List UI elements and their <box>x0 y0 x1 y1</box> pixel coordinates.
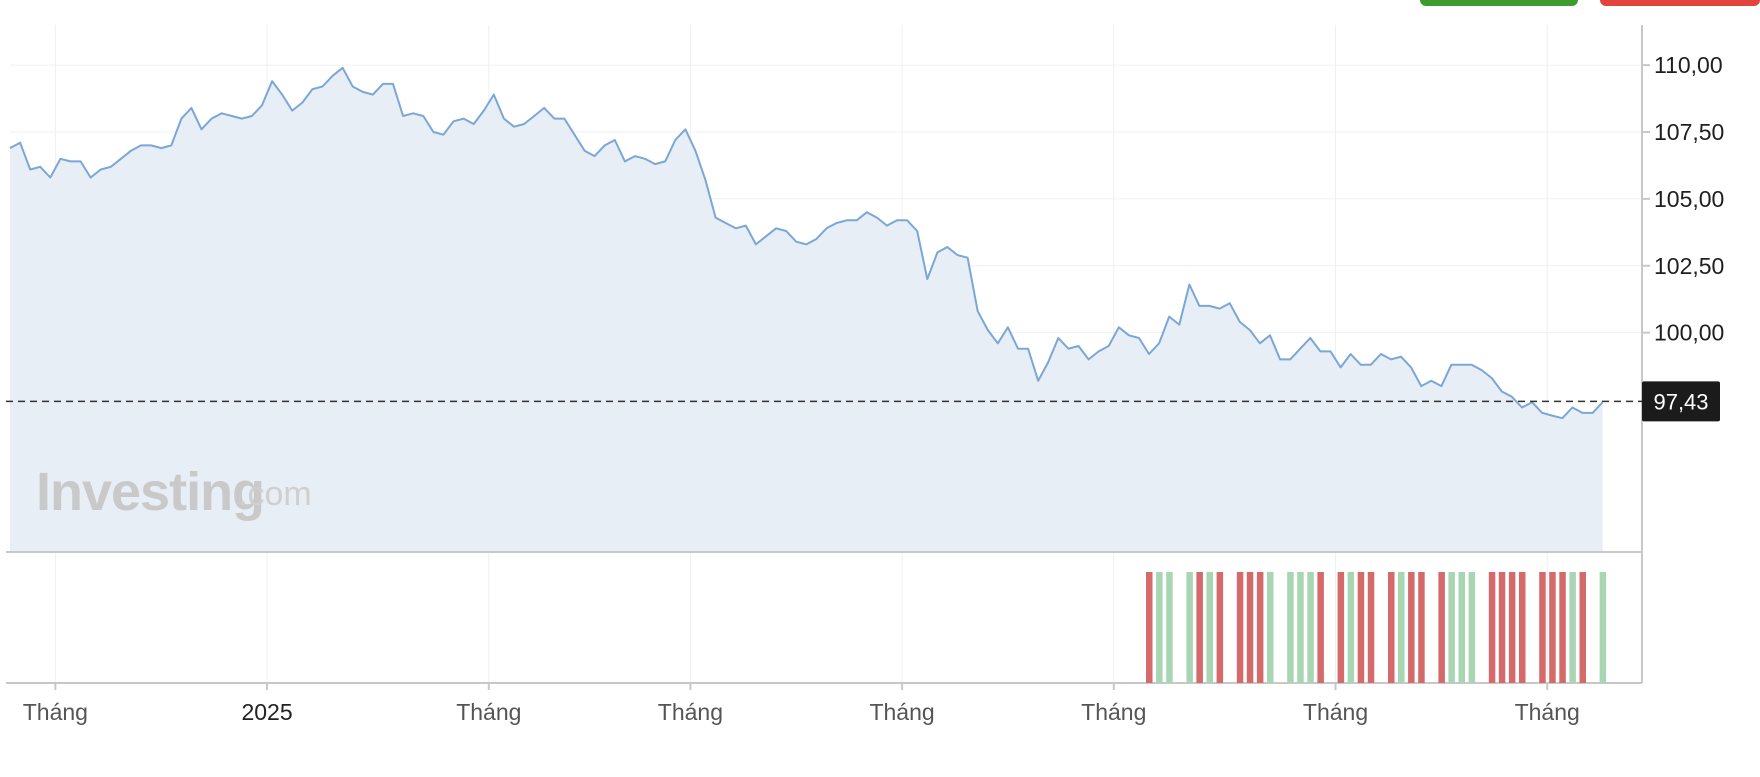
volume-bar-up <box>1468 572 1476 683</box>
price-area-layer <box>9 66 1604 553</box>
y-tick-label: 102,50 <box>1654 253 1724 279</box>
x-tick-label: Tháng <box>1515 699 1580 725</box>
investing-watermark: Investing .com <box>36 462 312 522</box>
price-series-line <box>9 66 1604 420</box>
volume-bar-down <box>1549 572 1556 683</box>
volume-bar-up <box>1458 572 1465 683</box>
price-area-fill <box>10 67 1603 553</box>
x-tick-label: Tháng <box>1081 699 1146 725</box>
volume-bar-up <box>1206 572 1213 683</box>
volume-bar-up <box>1448 572 1455 683</box>
watermark-suffix: .com <box>238 475 312 513</box>
volume-bar-up <box>1186 572 1193 683</box>
volume-bar-down <box>1337 572 1345 683</box>
x-tick-label: Tháng <box>23 699 88 725</box>
volume-bar-up <box>1267 572 1274 683</box>
current-price-label: 97,43 <box>1653 389 1708 414</box>
volume-bar-down <box>1408 572 1415 683</box>
volume-bar-down <box>1367 572 1375 683</box>
buy-button[interactable] <box>1420 0 1578 6</box>
volume-bar-down <box>1579 572 1586 683</box>
volume-bar-down <box>1559 572 1566 683</box>
watermark-main: Investing <box>36 462 264 522</box>
y-tick-label: 110,00 <box>1654 52 1723 78</box>
volume-bar-up <box>1287 572 1294 683</box>
x-tick-label: Tháng <box>658 699 723 725</box>
y-tick-label: 107,50 <box>1654 119 1724 145</box>
y-axis-ticks: 110,00 107,50 105,00 102,50 100,00 <box>1642 52 1724 346</box>
volume-bar-up <box>1599 572 1607 683</box>
volume-bar-down <box>1357 572 1365 683</box>
x-tick-label: Tháng <box>456 699 521 725</box>
volume-bar-up <box>1297 572 1304 683</box>
volume-bar-down <box>1539 572 1546 683</box>
volume-bars <box>1146 572 1607 683</box>
volume-bar-up <box>1166 572 1173 683</box>
x-axis-ticks: Tháng 2025 Tháng Tháng Tháng Tháng Tháng Tháng <box>23 683 1580 725</box>
volume-bar-down <box>1146 572 1153 683</box>
sell-button[interactable] <box>1600 0 1760 6</box>
volume-bar-up <box>1307 572 1314 683</box>
volume-bar-up <box>1398 572 1405 683</box>
volume-bar-down <box>1256 572 1264 683</box>
volume-bar-down <box>1438 572 1445 683</box>
volume-bar-down <box>1196 572 1203 683</box>
x-tick-label: 2025 <box>241 699 292 725</box>
volume-bar-down <box>1216 572 1224 683</box>
y-tick-label: 100,00 <box>1654 320 1724 346</box>
volume-bar-down <box>1236 572 1244 683</box>
volume-bar-up <box>1347 572 1355 683</box>
x-tick-label: Tháng <box>869 699 934 725</box>
volume-bar-down <box>1418 572 1425 683</box>
volume-bar-down <box>1246 572 1254 683</box>
volume-bar-down <box>1498 572 1506 683</box>
current-price-badge <box>1642 381 1720 422</box>
current-price-marker: 97,43 <box>6 381 1720 422</box>
volume-bar-up <box>1569 572 1576 683</box>
volume-bar-down <box>1317 572 1324 683</box>
volume-bar-down <box>1488 572 1496 683</box>
x-tick-label: Tháng <box>1303 699 1368 725</box>
volume-bar-down <box>1508 572 1516 683</box>
volume-bar-up <box>1156 572 1163 683</box>
volume-bar-down <box>1519 572 1526 683</box>
y-tick-label: 105,00 <box>1654 186 1724 212</box>
volume-bar-down <box>1388 572 1395 683</box>
